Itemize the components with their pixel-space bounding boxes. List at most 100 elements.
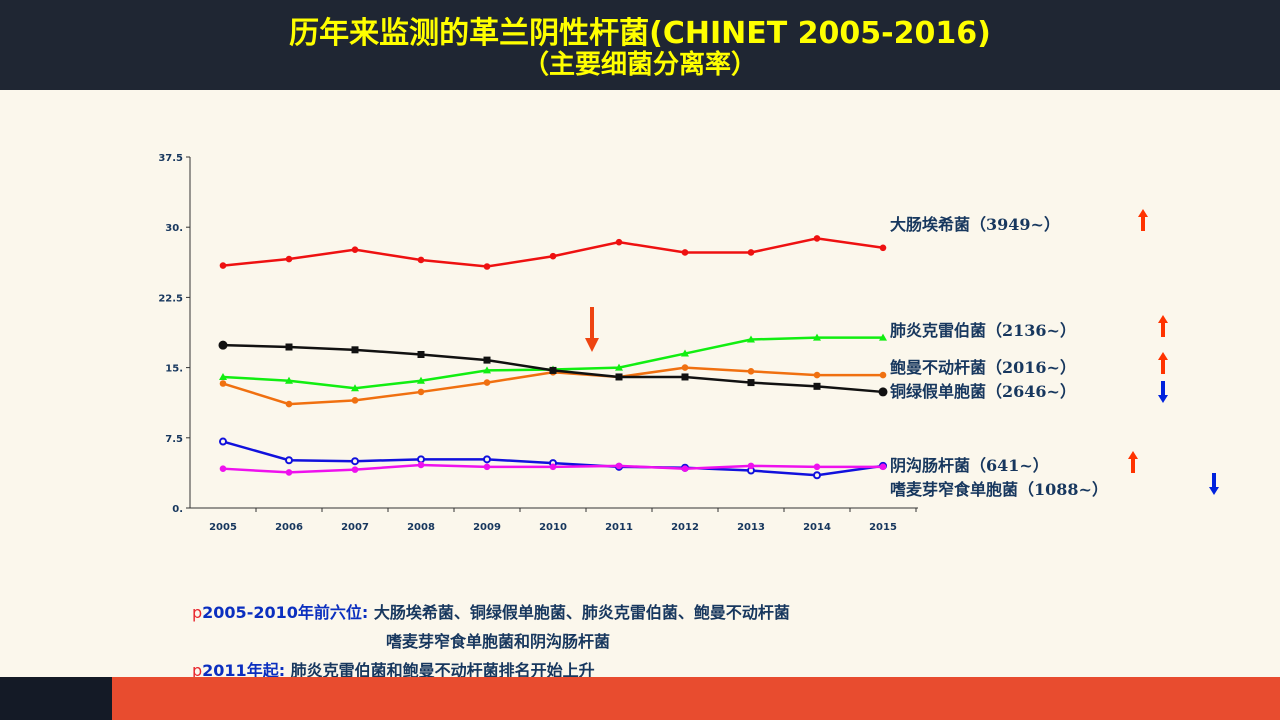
x-tick-label: 2007 [341, 522, 369, 533]
note-line-2: 嗜麦芽窄食单胞菌和阴沟肠杆菌 [386, 628, 610, 652]
note-lead: 2011年起: [202, 661, 286, 680]
series-line [222, 336, 883, 390]
series-label: 鲍曼不动杆菌（2016~） [890, 358, 1076, 377]
x-tick-label: 2006 [275, 522, 303, 533]
x-tick-label: 2005 [209, 522, 237, 533]
note-lead: 2005-2010年前六位: [202, 603, 369, 622]
y-tick-label: 37.5 [158, 153, 183, 164]
series-label: 铜绿假单胞菌（2646~） [890, 382, 1076, 401]
data-point [351, 346, 359, 354]
note-text: 嗜麦芽窄食单胞菌和阴沟肠杆菌 [386, 632, 611, 651]
data-point [417, 350, 425, 358]
x-tick-label: 2012 [671, 522, 699, 533]
note-text: 大肠埃希菌、铜绿假单胞菌、肺炎克雷伯菌、鲍曼不动杆菌 [373, 603, 790, 622]
data-point [351, 457, 359, 466]
note-line-1: p2005-2010年前六位: 大肠埃希菌、铜绿假单胞菌、肺炎克雷伯菌、鲍曼不动… [192, 599, 790, 623]
data-point [549, 463, 557, 471]
data-point [219, 465, 227, 472]
trend-up-arrow-icon [1128, 451, 1138, 473]
data-point [879, 244, 887, 252]
data-point [351, 246, 359, 253]
data-point [813, 235, 821, 242]
series-line [222, 237, 884, 268]
y-tick-label: 0. [172, 504, 183, 515]
data-point [285, 255, 293, 263]
x-tick-label: 2011 [605, 522, 633, 533]
bullet-marker: p [192, 661, 203, 680]
data-point [483, 455, 491, 464]
x-tick-label: 2013 [737, 522, 765, 533]
data-point [879, 463, 887, 471]
note-text: 肺炎克雷伯菌和鲍曼不动杆菌排名开始上升 [290, 661, 595, 680]
data-point [285, 400, 293, 408]
y-tick-label: 30. [165, 223, 183, 234]
trend-down-arrow-icon [1209, 473, 1219, 495]
data-point [681, 349, 689, 357]
x-tick-label: 2010 [539, 522, 567, 533]
data-point [747, 335, 755, 343]
data-point [681, 373, 689, 381]
data-point [879, 333, 887, 341]
x-tick-label: 2008 [407, 522, 435, 533]
data-point [615, 363, 623, 371]
data-point [219, 262, 227, 269]
trend-down-arrow-icon [1158, 381, 1168, 403]
data-point [351, 397, 359, 404]
title-bar: 历年来监测的革兰阴性杆菌(CHINET 2005-2016) （主要细菌分离率） [0, 0, 1280, 90]
y-tick-label: 22.5 [158, 293, 183, 304]
data-point [417, 461, 425, 469]
slide-subtitle: （主要细菌分离率） [522, 50, 757, 80]
data-point [483, 366, 491, 374]
data-point [879, 371, 887, 379]
data-point [615, 373, 623, 381]
series-label: 阴沟肠杆菌（641~） [890, 456, 1049, 475]
x-tick-label: 2014 [803, 522, 831, 533]
data-point [615, 238, 623, 246]
x-tick-label: 2009 [473, 522, 501, 533]
data-point [219, 437, 227, 446]
data-point [285, 343, 293, 351]
note-line-3: p2011年起: 肺炎克雷伯菌和鲍曼不动杆菌排名开始上升 [192, 657, 595, 681]
trend-up-arrow-icon [1138, 209, 1148, 231]
y-tick-label: 15. [165, 364, 183, 375]
data-point [285, 376, 293, 384]
data-point [549, 252, 557, 260]
data-point [285, 456, 293, 465]
data-point [681, 364, 689, 371]
data-point [417, 256, 425, 264]
data-point [681, 465, 689, 472]
data-point [549, 366, 557, 374]
y-tick-label: 7.5 [165, 434, 183, 445]
data-point [351, 384, 359, 392]
data-point [417, 455, 425, 464]
data-point [878, 387, 888, 397]
data-point [813, 371, 821, 379]
trend-up-arrow-icon [1158, 352, 1168, 374]
data-point [813, 471, 821, 480]
data-point [813, 382, 821, 390]
data-point [483, 463, 491, 471]
footer-accent-bar [112, 677, 1280, 720]
data-point [747, 368, 755, 375]
x-tick-label: 2015 [869, 522, 897, 533]
data-point [483, 356, 491, 364]
data-point [285, 469, 293, 476]
data-point [351, 466, 359, 473]
annotation-down-arrow-icon [585, 307, 599, 352]
data-point [813, 333, 821, 341]
bullet-marker: p [192, 603, 203, 622]
slide-title: 历年来监测的革兰阴性杆菌(CHINET 2005-2016) [289, 16, 991, 51]
data-point [417, 388, 425, 396]
trend-up-arrow-icon [1158, 315, 1168, 337]
data-point [483, 263, 491, 270]
footer-dark-bar [0, 677, 112, 720]
data-point [681, 249, 689, 256]
data-point [615, 462, 623, 470]
data-point [747, 249, 755, 256]
data-point [483, 379, 491, 386]
series-label: 嗜麦芽窄食单胞菌（1088~） [890, 480, 1108, 499]
series-label: 肺炎克雷伯菌（2136~） [890, 321, 1076, 340]
data-point [747, 379, 755, 387]
series-label: 大肠埃希菌（3949~） [890, 215, 1060, 234]
data-point [747, 462, 755, 470]
